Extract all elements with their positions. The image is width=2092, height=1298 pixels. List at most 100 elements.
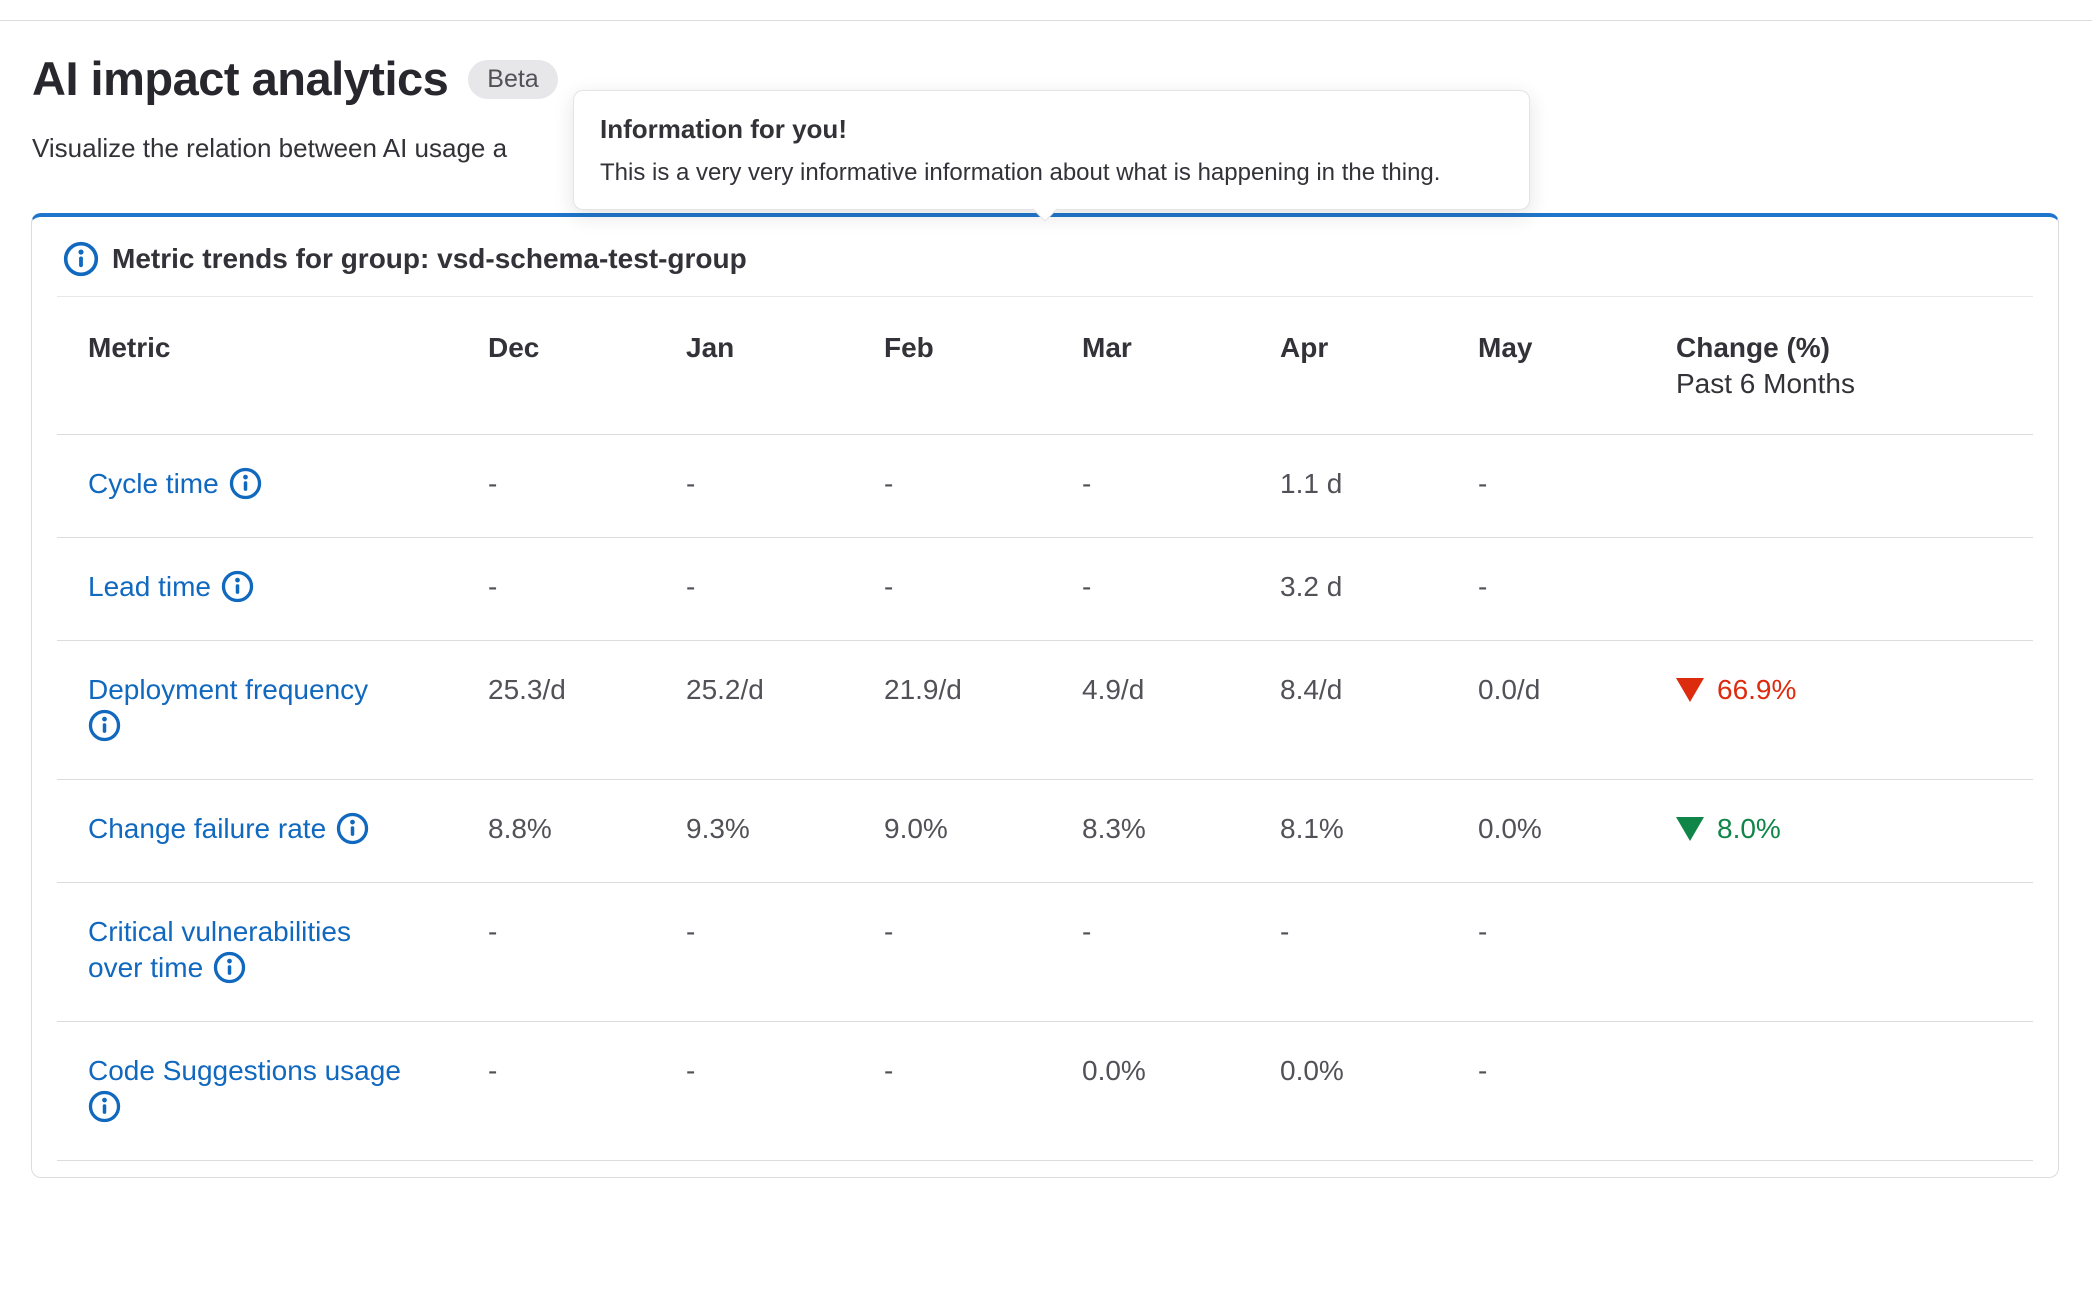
metric-trends-table: Metric Dec Jan Feb Mar Apr May Change (%… xyxy=(57,297,2033,1161)
metric-label: Critical vulnerabilities xyxy=(88,916,351,947)
top-divider xyxy=(0,20,2092,21)
metric-label: Deployment frequency xyxy=(88,674,369,705)
metric-link-code-suggestions-usage[interactable]: Code Suggestions usage xyxy=(88,1055,401,1123)
metric-label: Lead time xyxy=(88,571,211,602)
value-cell: - xyxy=(457,537,655,641)
value-cell: - xyxy=(853,882,1051,1022)
metric-trends-card: Metric trends for group: vsd-schema-test… xyxy=(31,213,2059,1178)
change-value: 66.9% xyxy=(1717,674,1797,705)
change-cell xyxy=(1645,434,2033,538)
info-icon[interactable] xyxy=(336,812,369,854)
value-cell: - xyxy=(1447,882,1645,1022)
value-cell: - xyxy=(1447,1021,1645,1161)
col-header-apr: Apr xyxy=(1280,332,1329,363)
change-cell xyxy=(1645,882,2033,1022)
metric-link-lead-time[interactable]: Lead time xyxy=(88,570,254,603)
metric-cell: Lead time xyxy=(57,537,457,641)
value-cell: 3.2 d xyxy=(1249,537,1447,641)
value-cell: 8.4/d xyxy=(1249,640,1447,780)
info-icon[interactable] xyxy=(88,709,121,751)
beta-badge: Beta xyxy=(468,59,558,99)
metric-cell: Change failure rate xyxy=(57,779,457,883)
value-cell: 25.2/d xyxy=(655,640,853,780)
value-cell: - xyxy=(655,1021,853,1161)
metric-label: Code Suggestions usage xyxy=(88,1055,401,1086)
card-header: Metric trends for group: vsd-schema-test… xyxy=(57,217,2033,297)
value-cell: 0.0% xyxy=(1249,1021,1447,1161)
value-cell: - xyxy=(1447,434,1645,538)
value-cell: 0.0% xyxy=(1051,1021,1249,1161)
table-row-code-suggestions-usage: Code Suggestions usage - - - 0.0% 0.0% - xyxy=(57,1021,2033,1161)
change-cell xyxy=(1645,537,2033,641)
info-tooltip: Information for you! This is a very very… xyxy=(573,90,1530,222)
tooltip-body: This is a very very informative informat… xyxy=(600,159,1441,186)
info-icon[interactable] xyxy=(63,241,99,277)
metric-label: Change failure rate xyxy=(88,813,327,844)
table-row-lead-time: Lead time - - - - 3.2 d - xyxy=(57,537,2033,641)
value-cell: - xyxy=(457,434,655,538)
col-header-jan: Jan xyxy=(686,332,735,363)
card-header-title: Metric trends for group: vsd-schema-test… xyxy=(112,243,747,274)
value-cell: 9.3% xyxy=(655,779,853,883)
metric-cell: Deployment frequency xyxy=(57,640,457,780)
col-header-change: Change (%) Past 6 Months xyxy=(1645,297,2033,435)
value-cell: - xyxy=(853,434,1051,538)
trend-down-icon xyxy=(1676,817,1704,841)
value-cell: - xyxy=(1447,537,1645,641)
metric-cell: Cycle time xyxy=(57,434,457,538)
value-cell: - xyxy=(457,1021,655,1161)
col-header-mar: Mar xyxy=(1082,332,1132,363)
info-icon[interactable] xyxy=(88,1090,121,1132)
value-cell: 4.9/d xyxy=(1051,640,1249,780)
change-cell: 66.9% xyxy=(1645,640,2033,780)
metric-cell: Critical vulnerabilities over time xyxy=(57,882,457,1022)
metric-link-critical-vulnerabilities[interactable]: Critical vulnerabilities over time xyxy=(88,916,351,984)
change-header-line2: Past 6 Months xyxy=(1676,368,1855,399)
value-cell: - xyxy=(1249,882,1447,1022)
value-cell: - xyxy=(1051,434,1249,538)
info-icon[interactable] xyxy=(229,467,262,509)
tooltip-title: Information for you! xyxy=(600,114,847,144)
table-row-change-failure-rate: Change failure rate 8.8% 9.3% 9.0% 8.3% … xyxy=(57,779,2033,883)
value-cell: - xyxy=(655,434,853,538)
page-subtitle: Visualize the relation between AI usage … xyxy=(32,133,508,163)
value-cell: - xyxy=(1051,537,1249,641)
value-cell: 25.3/d xyxy=(457,640,655,780)
info-icon[interactable] xyxy=(213,951,246,993)
metric-link-deployment-frequency[interactable]: Deployment frequency xyxy=(88,674,369,742)
value-cell: 8.1% xyxy=(1249,779,1447,883)
col-header-feb: Feb xyxy=(884,332,934,363)
value-cell: - xyxy=(655,882,853,1022)
trend-down-icon xyxy=(1676,678,1704,702)
table-row-cycle-time: Cycle time - - - - 1.1 d - xyxy=(57,434,2033,538)
metric-link-cycle-time[interactable]: Cycle time xyxy=(88,467,262,500)
value-cell: - xyxy=(853,1021,1051,1161)
metric-label: over time xyxy=(88,952,204,983)
value-cell: 1.1 d xyxy=(1249,434,1447,538)
col-header-dec: Dec xyxy=(488,332,540,363)
value-cell: 8.8% xyxy=(457,779,655,883)
col-header-may: May xyxy=(1478,332,1533,363)
value-cell: - xyxy=(853,537,1051,641)
table-row-critical-vulnerabilities: Critical vulnerabilities over time - - - … xyxy=(57,882,2033,1022)
change-header-line1: Change (%) xyxy=(1676,332,1830,363)
change-cell: 8.0% xyxy=(1645,779,2033,883)
change-value: 8.0% xyxy=(1717,813,1781,844)
table-header-row: Metric Dec Jan Feb Mar Apr May Change (%… xyxy=(57,297,2033,435)
value-cell: 8.3% xyxy=(1051,779,1249,883)
value-cell: - xyxy=(1051,882,1249,1022)
page-title: AI impact analytics xyxy=(32,52,449,105)
metric-link-change-failure-rate[interactable]: Change failure rate xyxy=(88,812,369,845)
value-cell: 0.0% xyxy=(1447,779,1645,883)
metric-label: Cycle time xyxy=(88,468,219,499)
col-header-metric: Metric xyxy=(88,332,171,363)
value-cell: 0.0/d xyxy=(1447,640,1645,780)
value-cell: 21.9/d xyxy=(853,640,1051,780)
value-cell: - xyxy=(655,537,853,641)
table-row-deployment-frequency: Deployment frequency 25.3/d 25.2/d 21.9/… xyxy=(57,640,2033,780)
value-cell: - xyxy=(457,882,655,1022)
change-cell xyxy=(1645,1021,2033,1161)
page-header: AI impact analytics Beta Visualize the r… xyxy=(32,50,558,164)
info-icon[interactable] xyxy=(221,570,254,612)
value-cell: 9.0% xyxy=(853,779,1051,883)
